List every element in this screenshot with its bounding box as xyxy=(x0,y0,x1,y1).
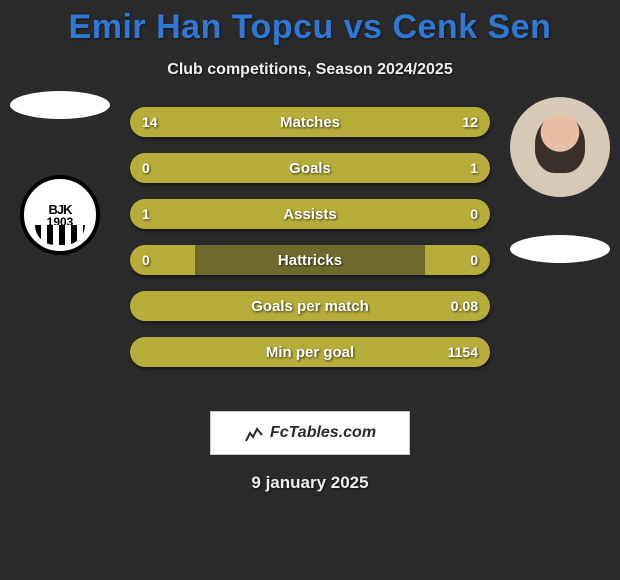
stat-bar-label: Goals xyxy=(130,153,490,183)
date-text: 9 january 2025 xyxy=(0,473,620,493)
stat-bar-value-right: 12 xyxy=(450,107,490,137)
player1-placeholder-oval xyxy=(10,91,110,119)
comparison-panel: BJK 1903 Matches1412Goals01Assists10Hatt… xyxy=(0,107,620,397)
stat-bar-value-right: 1154 xyxy=(436,337,490,367)
stat-bar-label: Assists xyxy=(130,199,490,229)
stat-bar: Hattricks0 0 xyxy=(130,245,490,275)
stat-bars: Matches1412Goals01Assists10Hattricks00Go… xyxy=(130,107,490,383)
stat-bar-label: Hattricks xyxy=(130,245,490,275)
stat-bar-label: Matches xyxy=(130,107,490,137)
stat-bar-value-left: 0 xyxy=(130,245,162,275)
stat-bar-value-right: 1 xyxy=(458,153,490,183)
stat-bar: Assists1 0 xyxy=(130,199,490,229)
stat-bar-value-left: 1 xyxy=(130,199,162,229)
stat-bar-label: Goals per match xyxy=(130,291,490,321)
footer-badge: FcTables.com xyxy=(210,411,410,455)
stat-bar-value-right: 0 xyxy=(458,245,490,275)
page-title: Emir Han Topcu vs Cenk Sen xyxy=(0,0,620,47)
footer-site-text: FcTables.com xyxy=(270,424,376,442)
stat-bar: Min per goal1154 xyxy=(130,337,490,367)
stat-bar-value-left: 14 xyxy=(130,107,170,137)
subtitle: Club competitions, Season 2024/2025 xyxy=(0,61,620,79)
club-stripes xyxy=(35,225,85,245)
stat-bar: Matches14 12 xyxy=(130,107,490,137)
stat-bar-value-left: 0 xyxy=(130,153,162,183)
stat-bar-value-right: 0.08 xyxy=(439,291,490,321)
player2-avatar xyxy=(510,97,610,197)
player2-placeholder-oval xyxy=(510,235,610,263)
club-badge: BJK 1903 xyxy=(20,175,100,255)
stat-bar-value-left xyxy=(130,337,154,367)
stat-bar: Goals0 1 xyxy=(130,153,490,183)
stat-bar-value-left xyxy=(130,291,154,321)
stat-bar: Goals per match0.08 xyxy=(130,291,490,321)
stat-bar-value-right: 0 xyxy=(458,199,490,229)
fctables-icon xyxy=(244,423,264,443)
